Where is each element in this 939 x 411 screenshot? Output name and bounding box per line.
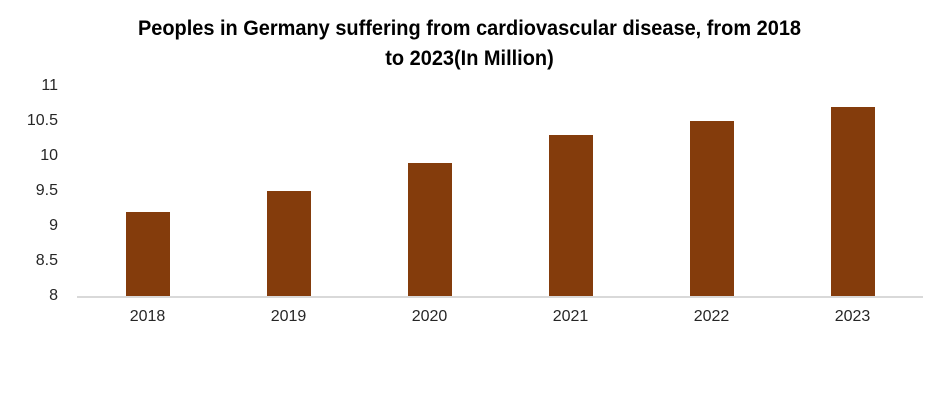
bar-2023	[830, 107, 875, 296]
y-axis: 11 10.5 10 9.5 9 8.5 8	[0, 77, 58, 304]
chart-title: Peoples in Germany suffering from cardio…	[23, 14, 915, 74]
chart-title-line1: Peoples in Germany suffering from cardio…	[137, 17, 802, 40]
bar-2020	[407, 163, 452, 296]
x-axis-label-2021: 2021	[552, 308, 589, 325]
bar-slot-2018	[77, 86, 218, 296]
x-axis-label-2019: 2019	[270, 308, 307, 325]
bar-slot-2023	[782, 86, 923, 296]
x-axis-label-2018: 2018	[129, 308, 166, 325]
bar-slot-2020	[359, 86, 500, 296]
y-axis-tick-label: 8	[49, 287, 58, 304]
bar-slot-2019	[218, 86, 359, 296]
y-axis-tick-label: 9.5	[35, 182, 58, 199]
chart-title-line2: to 2023(In Million)	[385, 47, 554, 70]
y-axis-tick-label: 9	[49, 216, 58, 234]
y-axis-tick-label: 8.5	[35, 252, 58, 269]
x-axis: 2018 2019 2020 2021 2022 2023	[77, 308, 923, 326]
x-axis-label-2020: 2020	[411, 308, 448, 325]
bar-2019	[266, 191, 311, 296]
bar-2022	[689, 121, 734, 296]
bar-2021	[548, 135, 593, 296]
plot-area	[77, 86, 923, 298]
y-axis-tick-label: 11	[41, 77, 58, 94]
bar-slot-2021	[500, 86, 641, 296]
bar-2018	[125, 212, 170, 296]
y-axis-tick-label: 10	[40, 146, 58, 164]
y-axis-tick-label: 10.5	[26, 111, 58, 129]
bar-slot-2022	[641, 86, 782, 296]
x-axis-label-2022: 2022	[693, 308, 730, 325]
x-axis-label-2023: 2023	[834, 308, 871, 325]
